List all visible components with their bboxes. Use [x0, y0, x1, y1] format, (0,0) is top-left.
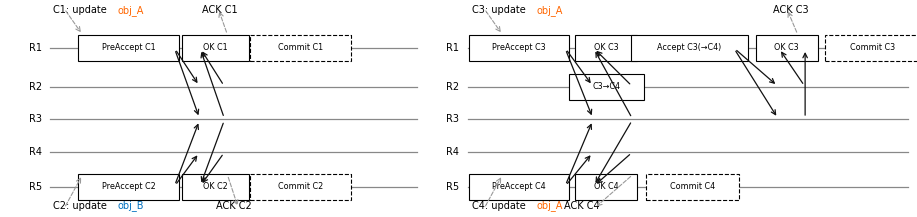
Text: ACK C4: ACK C4: [565, 201, 600, 211]
Text: OK C1: OK C1: [204, 43, 227, 52]
Text: OK C4: OK C4: [594, 182, 618, 191]
Text: OK C2: OK C2: [204, 182, 227, 191]
Text: C3: update: C3: update: [472, 5, 529, 15]
Text: R3: R3: [29, 114, 42, 124]
Text: R1: R1: [29, 43, 42, 53]
Text: Accept C3(→C4): Accept C3(→C4): [657, 43, 722, 52]
Text: R3: R3: [447, 114, 459, 124]
FancyBboxPatch shape: [575, 35, 637, 61]
Text: PreAccept C2: PreAccept C2: [102, 182, 155, 191]
FancyBboxPatch shape: [250, 35, 351, 61]
FancyBboxPatch shape: [78, 174, 179, 200]
Text: Commit C1: Commit C1: [278, 43, 324, 52]
Text: R5: R5: [29, 182, 42, 192]
FancyBboxPatch shape: [469, 35, 569, 61]
Text: C2: update: C2: update: [53, 201, 110, 211]
Text: R2: R2: [29, 82, 42, 92]
Text: Commit C3: Commit C3: [849, 43, 895, 52]
Text: R5: R5: [447, 182, 459, 192]
FancyBboxPatch shape: [78, 35, 179, 61]
Text: R2: R2: [447, 82, 459, 92]
Text: obj_B: obj_B: [117, 200, 144, 211]
Text: C1: update: C1: update: [53, 5, 110, 15]
FancyBboxPatch shape: [631, 35, 748, 61]
FancyBboxPatch shape: [646, 174, 739, 200]
Text: Commit C2: Commit C2: [278, 182, 324, 191]
Text: Commit C4: Commit C4: [669, 182, 715, 191]
FancyBboxPatch shape: [250, 174, 351, 200]
Text: ACK C3: ACK C3: [773, 5, 808, 15]
FancyBboxPatch shape: [756, 35, 818, 61]
Text: OK C3: OK C3: [594, 43, 618, 52]
Text: obj_A: obj_A: [536, 200, 563, 211]
FancyBboxPatch shape: [569, 74, 644, 100]
Text: PreAccept C3: PreAccept C3: [492, 43, 546, 52]
Text: PreAccept C1: PreAccept C1: [102, 43, 155, 52]
Text: OK C3: OK C3: [775, 43, 799, 52]
Text: ACK C1: ACK C1: [203, 5, 238, 15]
Text: R4: R4: [29, 147, 42, 157]
Text: ACK C2: ACK C2: [216, 201, 251, 211]
FancyBboxPatch shape: [469, 174, 569, 200]
Text: obj_A: obj_A: [117, 5, 144, 16]
FancyBboxPatch shape: [825, 35, 917, 61]
FancyBboxPatch shape: [182, 174, 249, 200]
FancyBboxPatch shape: [575, 174, 637, 200]
Text: R4: R4: [447, 147, 459, 157]
Text: R1: R1: [447, 43, 459, 53]
Text: C3→C4: C3→C4: [592, 82, 620, 91]
Text: PreAccept C4: PreAccept C4: [492, 182, 546, 191]
Text: obj_A: obj_A: [536, 5, 563, 16]
FancyBboxPatch shape: [182, 35, 249, 61]
Text: C4: update: C4: update: [472, 201, 529, 211]
